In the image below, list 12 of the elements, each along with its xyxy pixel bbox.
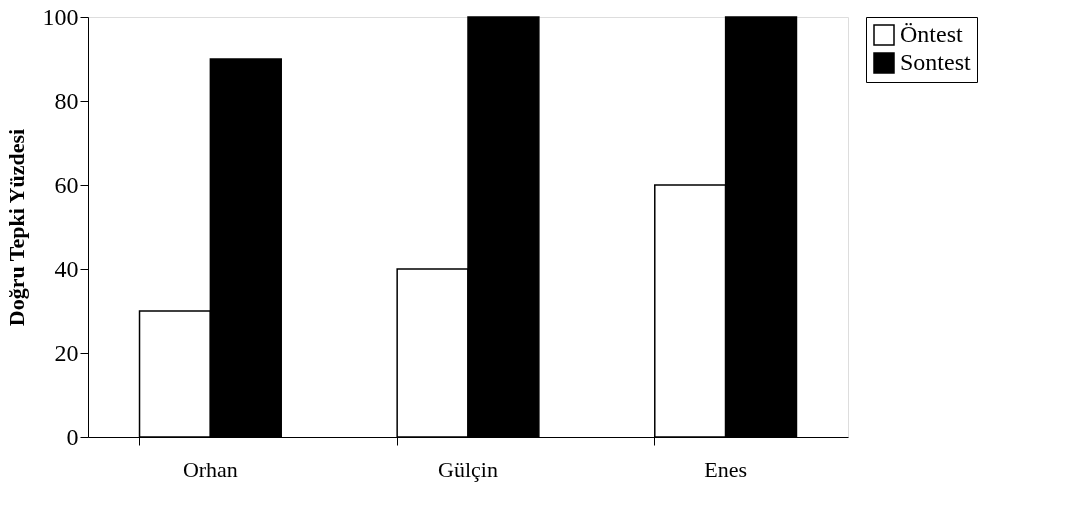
y-axis-title: Doğru Tepki Yüzdesi — [3, 128, 29, 327]
y-tick-label: 100 — [42, 3, 79, 30]
legend-label: Öntest — [900, 21, 963, 47]
legend-label: Sontest — [900, 49, 972, 75]
y-tick-label: 0 — [66, 423, 79, 450]
x-tick-label: Enes — [704, 456, 748, 482]
x-tick-label: Orhan — [182, 456, 238, 482]
y-tick-label: 40 — [54, 255, 79, 282]
y-tick-label: 80 — [54, 87, 79, 114]
y-tick-label: 20 — [54, 339, 79, 366]
y-tick-label: 60 — [54, 171, 79, 198]
x-tick-label: Gülçin — [438, 456, 498, 482]
